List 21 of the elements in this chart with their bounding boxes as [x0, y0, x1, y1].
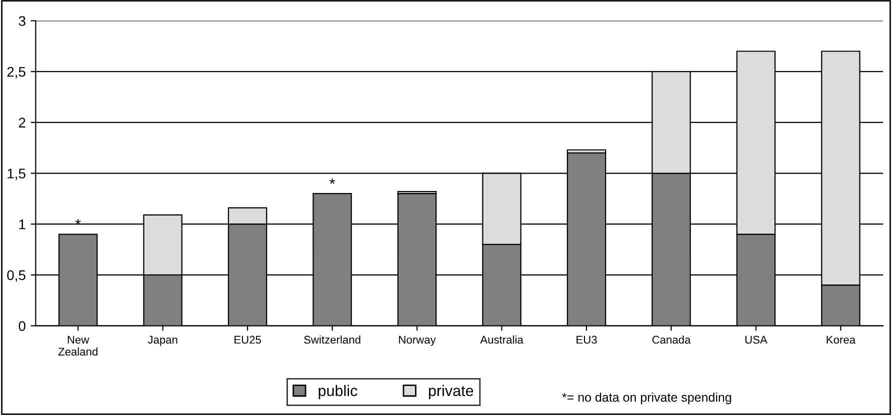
y-tick-label: 0: [18, 321, 26, 331]
legend-label: private: [428, 384, 474, 400]
x-tick-label: USA: [745, 336, 768, 344]
annotation: *: [330, 178, 336, 184]
x-tick-label: EU3: [576, 336, 597, 344]
y-tick-label: 1,5: [8, 168, 26, 180]
y-tick-label: 0,5: [7, 270, 26, 282]
x-tick-label: EU25: [234, 336, 261, 344]
y-tick-label: 1: [19, 220, 26, 230]
x-tick-label: Korea: [826, 336, 856, 344]
x-tick-label: Switzerland: [304, 335, 360, 344]
x-tick-label: Canada: [652, 335, 691, 344]
x-tick-label: Australia: [480, 335, 524, 344]
y-tick-label: 2: [18, 118, 26, 128]
x-tick-label: New Zealand: [58, 336, 98, 356]
x-tick-label: Norway: [399, 336, 436, 346]
y-tick-label: 2,5: [7, 66, 26, 78]
y-tick-label: 3: [18, 16, 26, 26]
legend-label: public: [318, 384, 358, 400]
x-tick-label: Japan: [148, 336, 178, 346]
text: *= no data on private spending: [562, 392, 732, 404]
